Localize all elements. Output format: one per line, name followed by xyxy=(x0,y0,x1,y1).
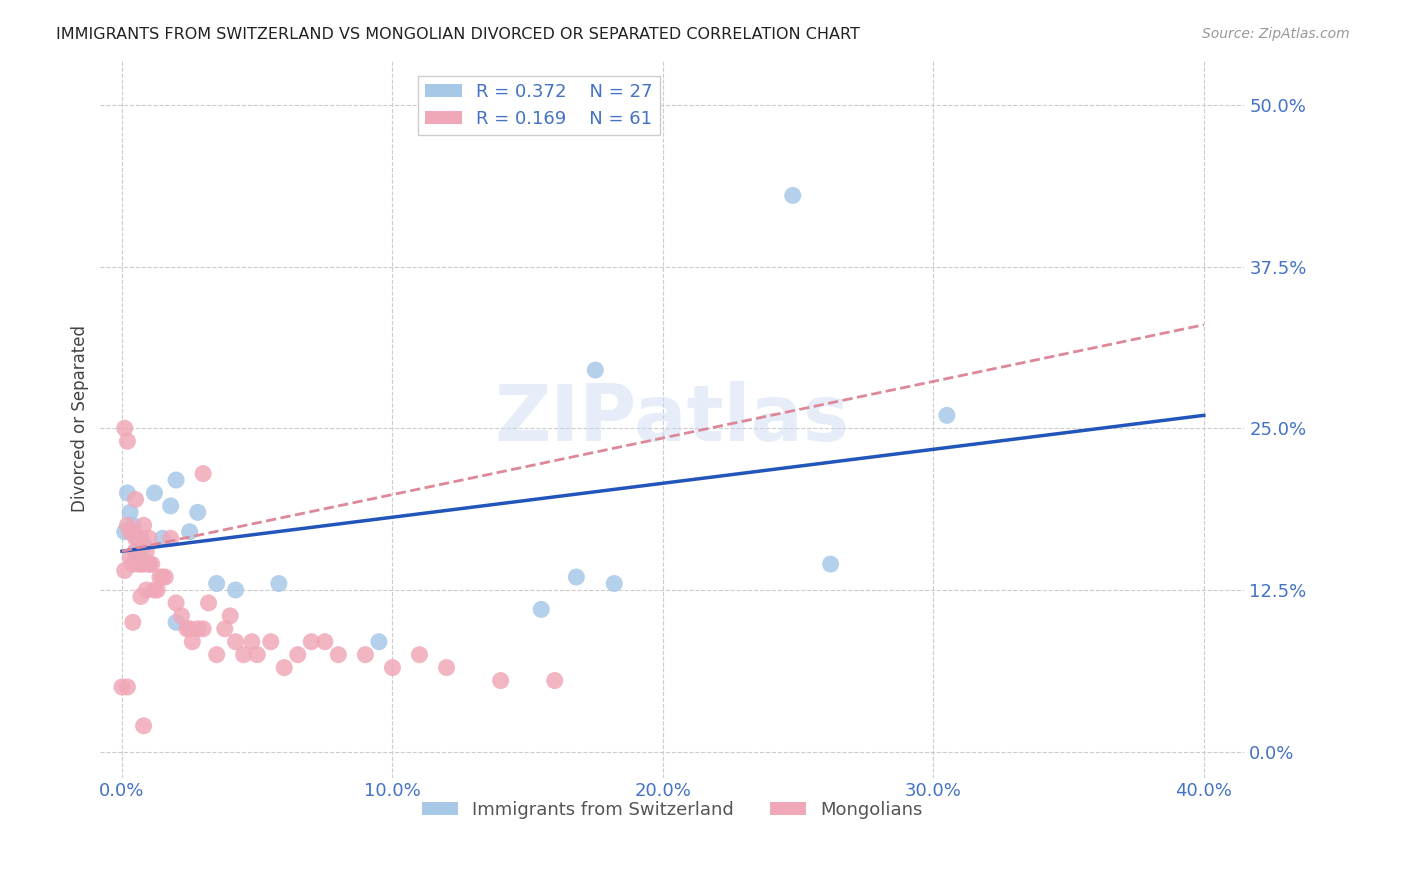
Point xyxy=(232,648,254,662)
Point xyxy=(246,648,269,662)
Point xyxy=(165,615,187,630)
Point xyxy=(436,660,458,674)
Point xyxy=(129,557,152,571)
Point xyxy=(191,622,214,636)
Y-axis label: Divorced or Separated: Divorced or Separated xyxy=(72,325,89,512)
Point xyxy=(114,564,136,578)
Point xyxy=(129,550,152,565)
Point xyxy=(124,544,146,558)
Point xyxy=(135,582,157,597)
Point xyxy=(219,608,242,623)
Point xyxy=(354,648,377,662)
Point xyxy=(127,531,149,545)
Point xyxy=(205,648,228,662)
Point xyxy=(129,531,152,545)
Point xyxy=(820,557,842,571)
Text: Source: ZipAtlas.com: Source: ZipAtlas.com xyxy=(1202,27,1350,41)
Point xyxy=(129,590,152,604)
Point xyxy=(181,634,204,648)
Point xyxy=(187,622,209,636)
Point xyxy=(225,634,247,648)
Point xyxy=(214,622,236,636)
Point xyxy=(138,557,160,571)
Text: IMMIGRANTS FROM SWITZERLAND VS MONGOLIAN DIVORCED OR SEPARATED CORRELATION CHART: IMMIGRANTS FROM SWITZERLAND VS MONGOLIAN… xyxy=(56,27,860,42)
Point xyxy=(260,634,283,648)
Point xyxy=(152,570,174,584)
Point xyxy=(135,544,157,558)
Point xyxy=(111,680,134,694)
Point xyxy=(170,608,193,623)
Point xyxy=(197,596,219,610)
Point xyxy=(565,570,588,584)
Point xyxy=(120,505,142,519)
Point xyxy=(165,473,187,487)
Point xyxy=(124,544,146,558)
Point xyxy=(179,524,201,539)
Point xyxy=(124,531,146,545)
Point xyxy=(165,596,187,610)
Point xyxy=(138,557,160,571)
Point xyxy=(117,486,139,500)
Point xyxy=(114,524,136,539)
Point xyxy=(121,615,143,630)
Point xyxy=(489,673,512,688)
Point xyxy=(132,557,155,571)
Point xyxy=(132,719,155,733)
Point xyxy=(267,576,290,591)
Point xyxy=(121,518,143,533)
Point xyxy=(191,467,214,481)
Text: ZIPatlas: ZIPatlas xyxy=(495,381,849,457)
Point xyxy=(138,531,160,545)
Point xyxy=(187,505,209,519)
Point xyxy=(159,531,181,545)
Point xyxy=(146,582,169,597)
Point xyxy=(127,557,149,571)
Point xyxy=(299,634,322,648)
Point xyxy=(117,518,139,533)
Point xyxy=(225,582,247,597)
Point xyxy=(314,634,336,648)
Point xyxy=(143,486,166,500)
Point xyxy=(530,602,553,616)
Point xyxy=(117,434,139,449)
Point xyxy=(408,648,430,662)
Point xyxy=(114,421,136,435)
Point xyxy=(149,570,172,584)
Point xyxy=(159,499,181,513)
Point xyxy=(124,492,146,507)
Point xyxy=(603,576,626,591)
Point xyxy=(117,680,139,694)
Point xyxy=(132,518,155,533)
Point xyxy=(120,524,142,539)
Point xyxy=(176,622,198,636)
Point xyxy=(544,673,567,688)
Point xyxy=(132,538,155,552)
Point xyxy=(287,648,309,662)
Legend: Immigrants from Switzerland, Mongolians: Immigrants from Switzerland, Mongolians xyxy=(415,794,931,826)
Point xyxy=(155,570,177,584)
Point xyxy=(273,660,295,674)
Point xyxy=(935,409,957,423)
Point xyxy=(152,531,174,545)
Point xyxy=(141,557,163,571)
Point xyxy=(121,557,143,571)
Point xyxy=(782,188,804,202)
Point xyxy=(328,648,350,662)
Point xyxy=(583,363,606,377)
Point xyxy=(143,582,166,597)
Point xyxy=(179,622,201,636)
Point xyxy=(120,550,142,565)
Point xyxy=(381,660,404,674)
Point xyxy=(205,576,228,591)
Point xyxy=(121,524,143,539)
Point xyxy=(240,634,263,648)
Point xyxy=(368,634,391,648)
Point xyxy=(127,531,149,545)
